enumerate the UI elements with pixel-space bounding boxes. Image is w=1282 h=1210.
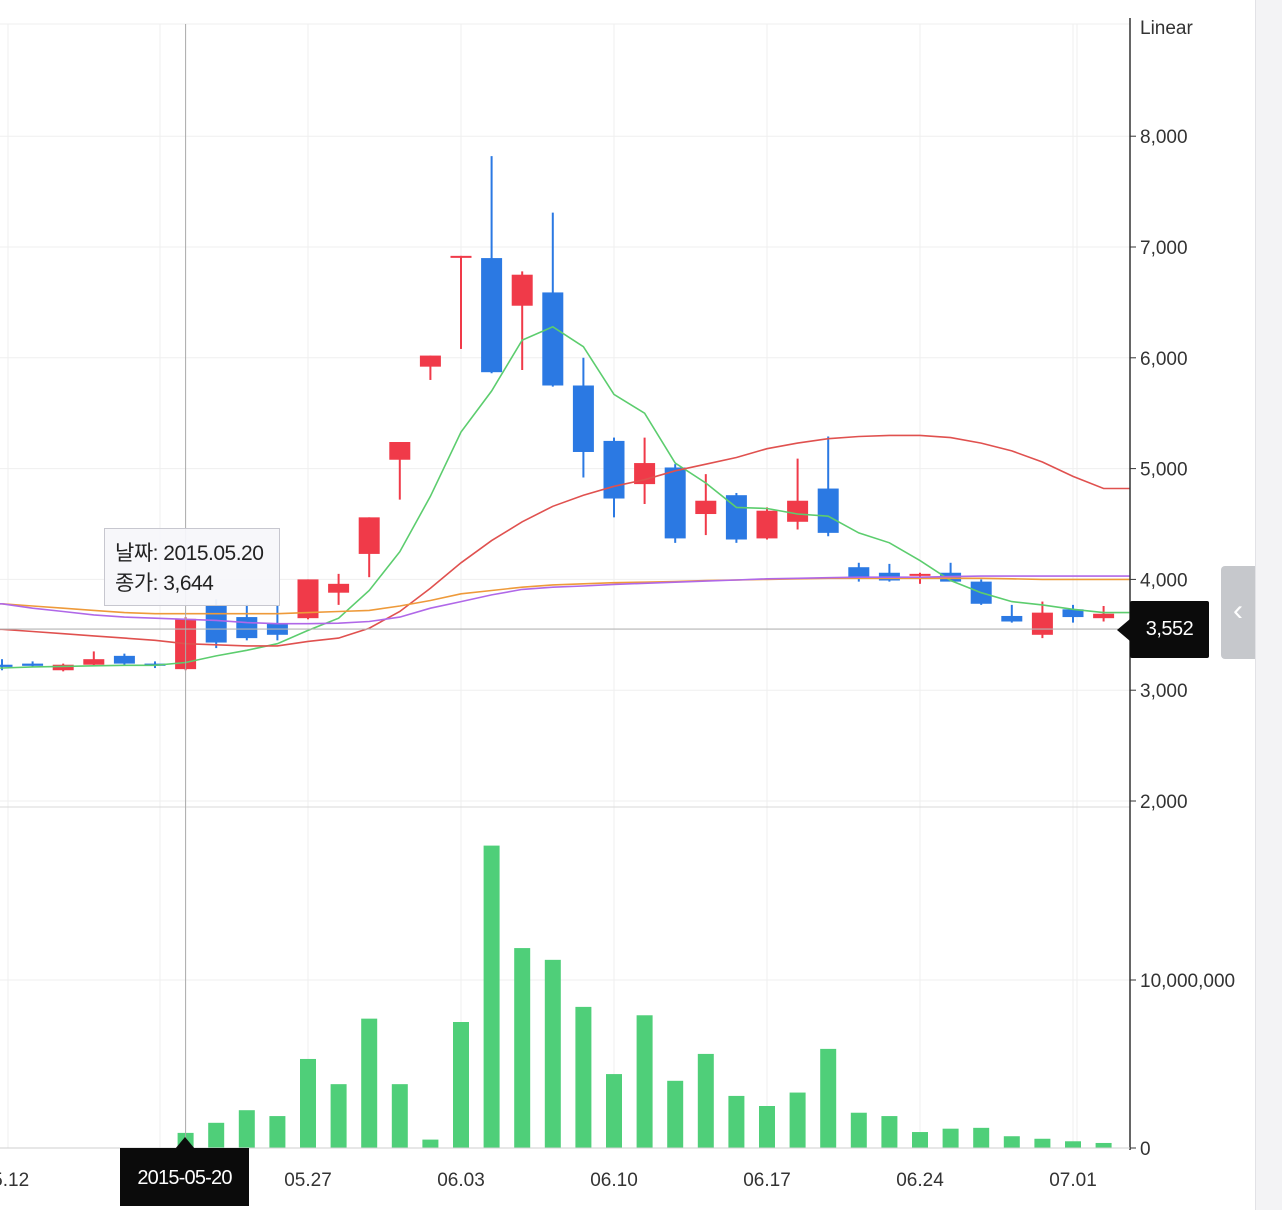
candle-up-body xyxy=(1031,612,1053,635)
volume-bar xyxy=(238,1110,255,1148)
moving-average-lines xyxy=(0,325,1130,669)
candle-up-body xyxy=(52,664,74,671)
candle-up-body xyxy=(419,355,441,367)
side-panel-edge xyxy=(1255,0,1282,1210)
candle-down-body xyxy=(481,258,503,373)
volume-tick-label: 10,000,000 xyxy=(1140,971,1235,992)
candle-up-body xyxy=(511,274,533,306)
volume-bars xyxy=(177,845,1112,1148)
chevron-left-icon: ‹ xyxy=(1233,594,1243,627)
volume-bar xyxy=(789,1092,806,1148)
date-marker-arrow xyxy=(175,1137,195,1149)
moving-average-line xyxy=(0,575,1130,625)
candle-down-body xyxy=(725,495,747,540)
candle-down-body xyxy=(603,440,625,499)
volume-bar xyxy=(820,1048,837,1148)
volume-bar xyxy=(575,1006,592,1148)
crosshair-date-badge: 2015-05-20 xyxy=(120,1148,249,1206)
current-price-badge: 3,552 xyxy=(1130,601,1209,658)
volume-bar xyxy=(453,1022,469,1148)
volume-bar xyxy=(330,1084,347,1148)
price-marker-arrow xyxy=(1117,619,1130,641)
volume-bar xyxy=(544,959,561,1148)
volume-bar xyxy=(422,1139,439,1148)
volume-bar xyxy=(942,1128,959,1148)
candle-down-body xyxy=(205,605,227,643)
candle-up-body xyxy=(787,500,809,522)
volume-bar xyxy=(1034,1138,1051,1148)
crosshair-tooltip: 날짜: 2015.05.20 종가: 3,644 xyxy=(104,528,280,606)
volume-bar xyxy=(300,1058,316,1148)
candle-down-body xyxy=(848,567,870,578)
volume-bar xyxy=(1095,1142,1112,1148)
x-tick-label: .5.12 xyxy=(0,1170,29,1191)
y-tick-label: 6,000 xyxy=(1140,349,1188,370)
candle-up-body xyxy=(358,517,380,554)
candle-up-body xyxy=(756,510,778,539)
volume-bar xyxy=(483,845,500,1148)
y-tick-label: 5,000 xyxy=(1140,460,1188,481)
y-tick-label: 4,000 xyxy=(1140,570,1188,591)
candle-down-body xyxy=(1062,609,1084,618)
x-tick-label: 06.10 xyxy=(590,1170,638,1191)
tooltip-date: 날짜: 2015.05.20 xyxy=(115,542,264,565)
volume-bar xyxy=(759,1106,775,1148)
volume-bar xyxy=(667,1080,684,1148)
candle-down-body xyxy=(0,664,13,667)
volume-bar xyxy=(697,1053,714,1148)
volume-bar xyxy=(361,1018,378,1148)
candle-down-body xyxy=(664,467,686,539)
candle-down-body xyxy=(817,488,839,533)
volume-bar xyxy=(1003,1136,1020,1148)
candle-up-body xyxy=(695,500,717,515)
candle-up-body xyxy=(1093,613,1115,619)
y-tick-label: 8,000 xyxy=(1140,127,1188,148)
candle-down-body xyxy=(22,663,44,666)
candle-down-body xyxy=(236,617,258,639)
volume-bar xyxy=(514,948,531,1148)
candle-down-body xyxy=(113,655,135,664)
volume-tick-label: 0 xyxy=(1140,1139,1151,1160)
candle-up-body xyxy=(450,255,472,258)
volume-bar xyxy=(1065,1141,1081,1148)
y-tick-label: 3,000 xyxy=(1140,681,1188,702)
scale-type-label[interactable]: Linear xyxy=(1140,18,1193,39)
moving-average-line xyxy=(0,325,1130,669)
x-tick-label: 06.03 xyxy=(437,1170,485,1191)
y-tick-label: 7,000 xyxy=(1140,238,1188,259)
x-tick-label: 06.17 xyxy=(743,1170,791,1191)
y-tick-label: 2,000 xyxy=(1140,792,1188,813)
volume-bar xyxy=(881,1116,898,1148)
volume-bar xyxy=(208,1122,225,1148)
panel-toggle-button[interactable]: ‹ xyxy=(1221,566,1255,659)
volume-bar xyxy=(850,1112,867,1148)
volume-bar xyxy=(912,1132,928,1148)
volume-bar xyxy=(728,1095,745,1148)
axes: Linear 8,000 7,000 6,000 5,000 4,000 3,000 2,0… xyxy=(0,18,1235,1191)
candle-down-body xyxy=(572,385,594,452)
candle-up-body xyxy=(909,573,931,576)
candle-up-body xyxy=(83,659,105,665)
volume-bar xyxy=(391,1084,408,1148)
tooltip-close-price: 종가: 3,644 xyxy=(115,572,214,595)
candle-down-body xyxy=(542,292,564,386)
moving-average-line xyxy=(0,434,1130,647)
candle-up-body xyxy=(328,583,350,593)
x-tick-label: 06.24 xyxy=(896,1170,944,1191)
volume-bar xyxy=(606,1074,622,1148)
volume-bar xyxy=(636,1015,653,1148)
candle-up-body xyxy=(389,442,411,460)
volume-bar xyxy=(973,1127,990,1148)
volume-bar xyxy=(269,1116,286,1148)
x-tick-label: 07.01 xyxy=(1049,1170,1097,1191)
moving-average-line xyxy=(0,577,1130,615)
x-tick-label: 05.27 xyxy=(284,1170,332,1191)
candle-down-body xyxy=(1001,615,1023,622)
candle-up-body xyxy=(297,579,319,619)
